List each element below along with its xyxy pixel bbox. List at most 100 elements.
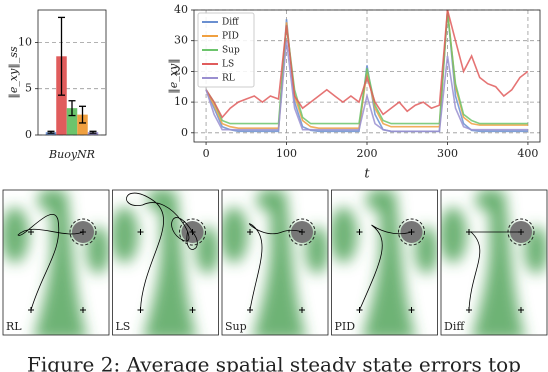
error-bar <box>89 130 97 134</box>
marker-plus <box>299 307 305 313</box>
flow-blob <box>365 190 398 212</box>
y-tick-label: 0 <box>25 128 32 141</box>
flow-band <box>362 205 416 335</box>
flow-blob <box>146 190 179 212</box>
legend-label: Sup <box>222 46 240 56</box>
marker-plus <box>408 307 415 313</box>
marker-plus <box>189 307 196 313</box>
flow-blob <box>475 190 507 212</box>
panel-frame <box>221 189 329 336</box>
panel: PID <box>331 189 438 336</box>
y-tick-label: 10 <box>18 35 32 48</box>
flow-field <box>331 190 438 335</box>
plot-frame <box>193 9 541 143</box>
panel-label: RL <box>6 320 22 333</box>
line-series <box>205 9 528 133</box>
marker-plus <box>80 307 86 313</box>
x-tick-label: 0 <box>203 147 210 160</box>
flow-blob <box>3 207 29 263</box>
y-tick-label: 10 <box>174 95 188 108</box>
buoy-zone <box>179 218 206 246</box>
legend-box <box>197 12 255 88</box>
flow-blob <box>256 190 288 212</box>
legend-label: RL <box>222 74 235 84</box>
x-tick-label: BuoyNR <box>48 148 95 161</box>
plot-frame <box>37 9 107 136</box>
panel-label: LS <box>116 320 131 333</box>
panel-content <box>222 190 328 335</box>
flow-band <box>253 205 306 335</box>
trajectory <box>249 223 303 311</box>
panel-frame <box>2 189 110 336</box>
marker-plus <box>137 307 144 313</box>
y-tick-label: 40 <box>174 3 188 16</box>
x-tick-label: 300 <box>437 147 458 160</box>
panel-content <box>331 190 438 335</box>
panel-content <box>112 190 219 335</box>
panel-label: PID <box>335 320 356 333</box>
y-tick-label: 20 <box>174 64 188 77</box>
panel-label: Sup <box>225 320 247 333</box>
trajectory <box>359 224 412 311</box>
marker-plus <box>247 229 253 235</box>
marker-plus <box>28 307 34 313</box>
error-bar <box>47 130 55 134</box>
bar <box>66 108 78 135</box>
marker-plus <box>518 229 524 235</box>
flow-blob <box>37 190 69 212</box>
flow-band <box>34 205 87 335</box>
flow-blob <box>112 207 139 263</box>
panel-frame <box>112 189 219 336</box>
panel: RL <box>2 189 110 336</box>
bar <box>77 114 88 135</box>
y-axis-label: ‖e_xy‖_ss <box>7 46 21 99</box>
panel: Sup <box>221 189 329 336</box>
x-tick-label: 400 <box>517 147 538 160</box>
marker-plus <box>518 307 524 313</box>
flow-field <box>222 190 328 335</box>
flow-blob <box>222 207 248 263</box>
x-tick-label: 100 <box>276 147 297 160</box>
line-series <box>205 13 528 125</box>
marker-plus <box>466 307 472 313</box>
buoy-zone <box>288 218 316 246</box>
buoy-zone <box>69 218 97 246</box>
flow-band <box>143 205 197 335</box>
marker-plus <box>247 307 253 313</box>
flow-field <box>3 190 109 335</box>
trajectory <box>17 214 84 311</box>
x-axis-label: t <box>364 167 370 182</box>
marker-plus <box>356 229 363 235</box>
error-bar <box>79 105 86 124</box>
panel: LS <box>112 189 219 336</box>
marker-plus <box>299 229 305 235</box>
panel-content <box>3 190 109 335</box>
flow-band <box>472 205 525 335</box>
y-tick-label: 5 <box>25 82 32 95</box>
error-bar <box>68 100 76 117</box>
legend-label: PID <box>222 32 239 42</box>
marker-plus <box>408 229 415 235</box>
marker-plus <box>189 229 196 235</box>
flow-blob <box>331 207 358 263</box>
flow-blob <box>441 207 467 263</box>
x-tick-label: 200 <box>357 147 378 160</box>
marker-plus <box>356 307 363 313</box>
marker-plus <box>137 229 144 235</box>
panel-frame <box>331 189 438 336</box>
legend-label: Diff <box>222 18 239 28</box>
panel-label: Diff <box>444 320 465 333</box>
panel: Diff <box>440 189 548 336</box>
y-axis-label: ‖e_xy‖ <box>167 58 181 93</box>
line-series <box>205 9 529 119</box>
panel-frame <box>440 189 548 336</box>
caption: Figure 2: Average spatial steady state e… <box>27 353 521 372</box>
line-series <box>205 40 528 133</box>
y-tick-label: 30 <box>174 34 188 47</box>
y-tick-label: 0 <box>181 126 188 139</box>
marker-plus <box>466 229 472 235</box>
buoy-zone <box>398 218 425 246</box>
marker-plus <box>80 229 86 235</box>
